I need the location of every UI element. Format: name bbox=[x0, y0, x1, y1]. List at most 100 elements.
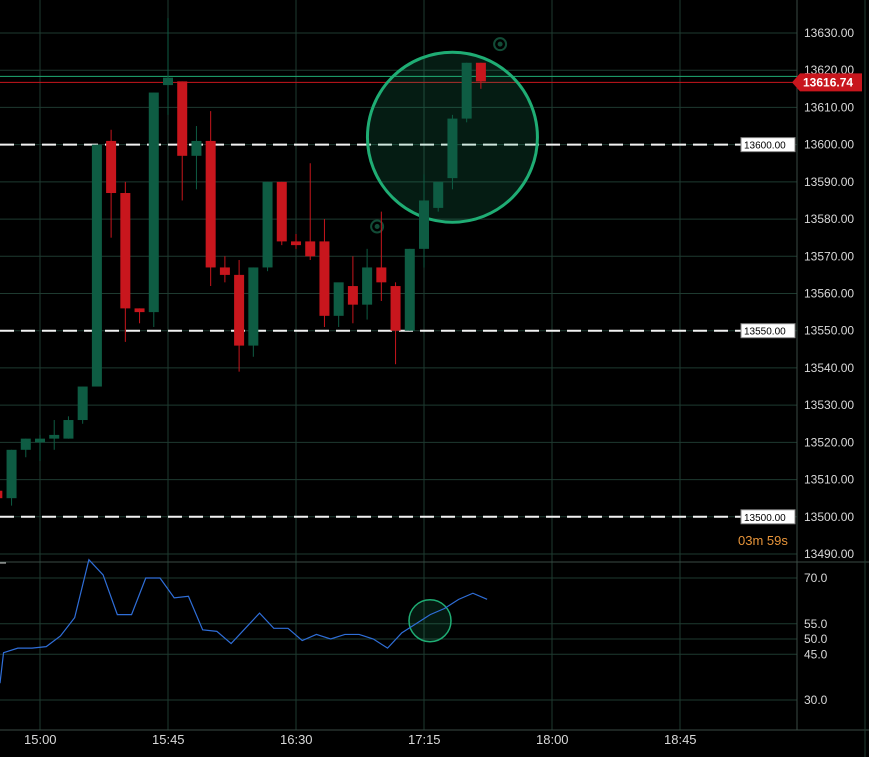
indicator-tick-label: 30.0 bbox=[804, 693, 828, 707]
indicator-highlight-circle bbox=[408, 598, 452, 643]
level-badge-label: 13500.00 bbox=[744, 513, 786, 524]
price-tick-label: 13490.00 bbox=[804, 547, 854, 561]
candle-body bbox=[163, 77, 173, 86]
candle bbox=[63, 416, 74, 439]
candle-body bbox=[447, 118, 458, 179]
candle-body bbox=[319, 241, 330, 316]
candle bbox=[419, 174, 429, 268]
price-tick-label: 13530.00 bbox=[804, 398, 854, 412]
candle bbox=[6, 449, 17, 506]
indicator-tick-label: 55.0 bbox=[804, 617, 828, 631]
candle-body bbox=[475, 62, 486, 82]
candle-body bbox=[120, 193, 131, 309]
indicator-line bbox=[0, 558, 488, 684]
level-lines bbox=[0, 143, 791, 518]
countdown-minutes: 03m bbox=[738, 533, 764, 548]
price-tick-label: 13580.00 bbox=[804, 212, 854, 226]
price-tick-label: 13630.00 bbox=[804, 26, 854, 40]
candle bbox=[0, 490, 3, 499]
price-tick-label: 13510.00 bbox=[804, 473, 854, 487]
price-badge bbox=[792, 73, 862, 92]
candle-body bbox=[291, 241, 301, 246]
candle-body bbox=[49, 434, 60, 439]
candle-body bbox=[262, 181, 273, 268]
candle bbox=[475, 62, 486, 89]
candle bbox=[319, 219, 330, 327]
candle-body bbox=[6, 449, 17, 499]
candle-body bbox=[347, 286, 358, 305]
candle-body bbox=[205, 140, 216, 268]
time-tick-label: 18:00 bbox=[536, 732, 569, 747]
countdown-seconds: 59s bbox=[766, 533, 788, 548]
candle bbox=[447, 114, 458, 190]
level-badge bbox=[740, 509, 796, 525]
candle-body bbox=[91, 144, 102, 387]
candlestick-series bbox=[0, 18, 486, 506]
candle-body bbox=[461, 62, 472, 119]
candle bbox=[134, 308, 145, 324]
level-badge-label: 13600.00 bbox=[744, 141, 786, 152]
candle bbox=[390, 282, 401, 365]
candle bbox=[163, 18, 173, 115]
candle bbox=[305, 163, 316, 261]
candle-body bbox=[106, 140, 117, 194]
price-tick-label: 13610.00 bbox=[804, 100, 854, 114]
price-tick-label: 13570.00 bbox=[804, 249, 854, 263]
price-tick-label: 13540.00 bbox=[804, 361, 854, 375]
indicator-series bbox=[0, 558, 488, 684]
time-tick-label: 16:30 bbox=[280, 732, 313, 747]
candle bbox=[262, 181, 273, 272]
candle-body bbox=[20, 438, 31, 450]
candle-body bbox=[333, 282, 344, 316]
level-badge-label: 13550.00 bbox=[744, 327, 786, 338]
candle bbox=[20, 438, 31, 458]
time-tick-label: 15:45 bbox=[152, 732, 185, 747]
candle bbox=[376, 211, 387, 301]
candle-body bbox=[77, 386, 88, 421]
candle bbox=[276, 181, 287, 246]
price-badge-label: 13616.74 bbox=[803, 75, 853, 89]
price-tick-label: 13500.00 bbox=[804, 510, 854, 524]
candle bbox=[219, 256, 230, 283]
event-marker-dot bbox=[497, 41, 503, 47]
candle bbox=[234, 260, 245, 372]
candle-body bbox=[134, 308, 145, 313]
time-axis[interactable]: 15:00 15:45 16:30 17:15 18:00 18:45 bbox=[24, 732, 697, 747]
axis-badges: 13600.00 13550.00 13500.00 13616.74 bbox=[740, 73, 862, 525]
candle bbox=[120, 181, 131, 342]
indicator-tick-label: 50.0 bbox=[804, 632, 828, 646]
price-tick-label: 13600.00 bbox=[804, 138, 854, 152]
candle-body bbox=[0, 490, 3, 499]
candle bbox=[291, 233, 301, 249]
candle-body bbox=[177, 81, 188, 156]
candle bbox=[248, 267, 259, 357]
level-badge bbox=[740, 137, 796, 153]
event-marker-dot bbox=[374, 224, 380, 230]
candle bbox=[333, 282, 344, 327]
candle-body bbox=[191, 140, 202, 156]
candle bbox=[191, 126, 202, 190]
candle-body bbox=[390, 286, 401, 331]
candle-body bbox=[376, 267, 387, 283]
candle bbox=[362, 248, 373, 320]
indicator-axis[interactable]: 70.0 55.050.045.0 30.0 bbox=[804, 571, 828, 707]
candle bbox=[91, 144, 102, 387]
candle-body bbox=[248, 267, 259, 346]
candle bbox=[404, 248, 415, 331]
time-tick-label: 15:00 bbox=[24, 732, 57, 747]
time-tick-label: 18:45 bbox=[664, 732, 697, 747]
candle bbox=[347, 256, 358, 324]
event-marker bbox=[370, 219, 385, 234]
candle bbox=[461, 62, 472, 123]
candle bbox=[433, 181, 444, 212]
time-tick-label: 17:15 bbox=[408, 732, 441, 747]
candle-countdown: 03m 59s bbox=[738, 533, 788, 548]
event-marker bbox=[493, 37, 508, 52]
candle-body bbox=[234, 274, 245, 346]
candle-body bbox=[419, 200, 429, 249]
candle-body bbox=[148, 92, 159, 313]
candle-body bbox=[404, 248, 415, 331]
price-tick-label: 13560.00 bbox=[804, 287, 854, 301]
price-axis[interactable]: 13630.0013620.0013610.0013600.0013590.00… bbox=[804, 26, 854, 561]
